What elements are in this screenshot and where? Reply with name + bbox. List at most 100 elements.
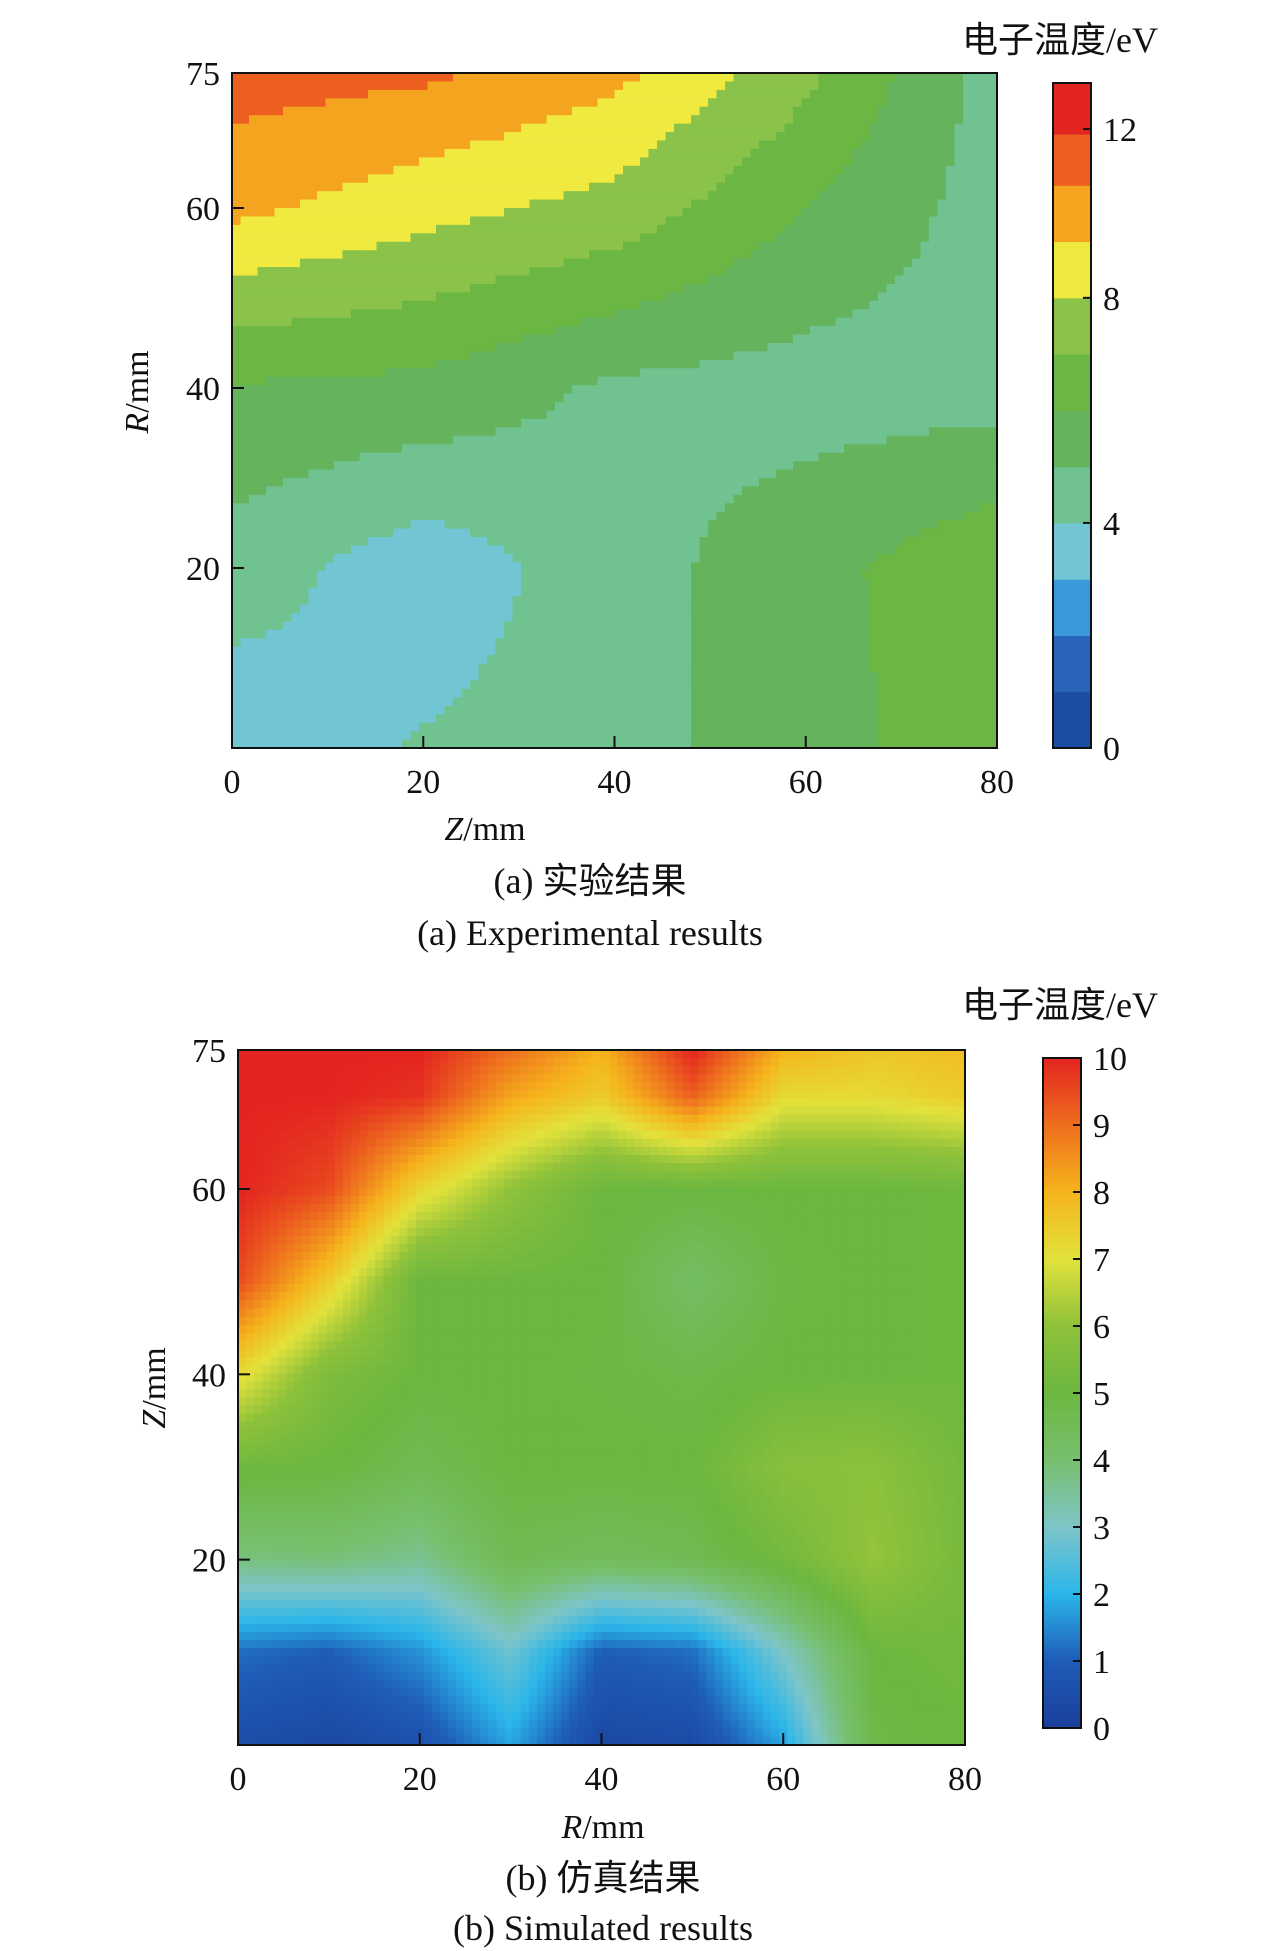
heat-cell-a: [232, 258, 242, 268]
heat-cell-a: [640, 410, 650, 420]
heat-cell-a: [257, 351, 267, 361]
heat-cell-a: [682, 402, 692, 412]
heat-cell-a: [257, 275, 267, 285]
heat-cell-a: [716, 393, 726, 403]
heat-cell-a: [410, 494, 420, 504]
heat-cell-a: [308, 157, 318, 167]
heat-cell-a: [708, 140, 718, 150]
heat-cell-a: [784, 267, 794, 277]
heat-cell-a: [725, 258, 735, 268]
heat-cell-a: [640, 528, 650, 538]
heat-cell-a: [827, 106, 837, 116]
heat-cell-a: [538, 351, 548, 361]
heat-cell-a: [878, 123, 888, 133]
heat-cell-a: [334, 292, 344, 302]
heat-cell-a: [733, 418, 743, 428]
heat-cell-a: [461, 452, 471, 462]
heat-cell-a: [980, 165, 990, 175]
heat-cell-a: [597, 520, 607, 530]
heat-cell-a: [869, 528, 879, 538]
heat-cell-a: [419, 537, 429, 547]
heat-cell-a: [861, 275, 871, 285]
heat-cell-a: [691, 258, 701, 268]
heat-cell-a: [682, 393, 692, 403]
heat-cell-a: [640, 224, 650, 234]
heat-cell-a: [461, 486, 471, 496]
heat-cell-a: [359, 165, 369, 175]
heat-cell-a: [283, 165, 293, 175]
heat-cell-a: [512, 503, 522, 513]
heat-cell-a: [861, 528, 871, 538]
heat-cell-a: [963, 140, 973, 150]
heat-cell-a: [716, 418, 726, 428]
heat-cell-a: [512, 385, 522, 395]
heat-cell-a: [606, 89, 616, 99]
heat-cell-a: [699, 461, 709, 471]
heat-cell-a: [351, 140, 361, 150]
heat-cell-a: [963, 452, 973, 462]
heat-cell-a: [708, 106, 718, 116]
heat-cell-a: [342, 317, 352, 327]
heat-cell-a: [444, 98, 454, 108]
heat-cell-a: [555, 165, 565, 175]
heat-cell-a: [793, 81, 803, 91]
heat-cell-a: [580, 368, 590, 378]
heat-cell-a: [954, 486, 964, 496]
heat-cell-a: [801, 275, 811, 285]
heat-cell-a: [657, 216, 667, 226]
heat-cell-a: [351, 343, 361, 353]
heat-cell-a: [495, 385, 505, 395]
heat-cell-a: [827, 368, 837, 378]
heat-cell-a: [453, 258, 463, 268]
heat-cell-a: [954, 292, 964, 302]
heat-cell-a: [240, 402, 250, 412]
heat-cell-a: [232, 250, 242, 260]
heat-cell-a: [648, 503, 658, 513]
heat-cell-a: [946, 435, 956, 445]
heat-cell-a: [572, 537, 582, 547]
heat-cell-a: [402, 182, 412, 192]
heat-cell-a: [317, 216, 327, 226]
heat-cell-a: [266, 148, 276, 158]
heat-cell-a: [317, 191, 327, 201]
heat-cell-a: [555, 224, 565, 234]
heat-cell-a: [759, 427, 769, 437]
heat-cell-a: [912, 182, 922, 192]
heat-cell-a: [240, 537, 250, 547]
heat-cell-a: [810, 216, 820, 226]
heat-cell-a: [733, 486, 743, 496]
heat-cell-a: [852, 309, 862, 319]
heat-cell-a: [240, 258, 250, 268]
heat-cell-a: [300, 351, 310, 361]
heat-cell-a: [903, 511, 913, 521]
heat-cell-a: [487, 537, 497, 547]
heat-cell-a: [470, 326, 480, 336]
heat-cell-a: [606, 334, 616, 344]
heat-cell-a: [767, 241, 777, 251]
heat-cell-a: [232, 376, 242, 386]
heat-cell-a: [538, 73, 548, 83]
heat-cell-a: [801, 216, 811, 226]
heat-cell-a: [419, 123, 429, 133]
heat-cell-a: [240, 89, 250, 99]
heat-cell-a: [606, 292, 616, 302]
heat-cell-a: [359, 73, 369, 83]
heat-cell-a: [529, 81, 539, 91]
heat-cell-a: [274, 98, 284, 108]
heat-cell-a: [742, 520, 752, 530]
heat-cell-a: [351, 182, 361, 192]
heat-cell-a: [631, 292, 641, 302]
heat-cell-a: [580, 351, 590, 361]
heat-cell-a: [495, 292, 505, 302]
heat-cell-a: [393, 461, 403, 471]
heat-cell-a: [342, 115, 352, 125]
heat-cell-a: [767, 334, 777, 344]
heat-cell-a: [504, 393, 514, 403]
heat-cell-a: [963, 418, 973, 428]
heat-cell-a: [835, 89, 845, 99]
heat-cell-a: [810, 452, 820, 462]
heat-cell-a: [844, 250, 854, 260]
heat-cell-a: [300, 123, 310, 133]
heat-cell-a: [351, 537, 361, 547]
heat-cell-a: [512, 359, 522, 369]
